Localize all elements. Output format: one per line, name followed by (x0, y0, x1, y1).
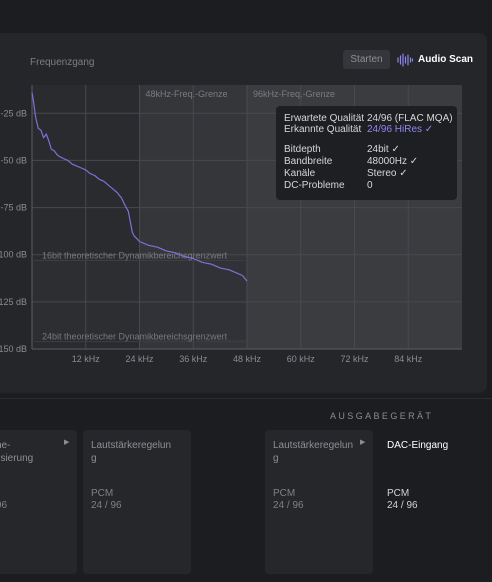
y-tick-label: -100 dB (0, 250, 27, 260)
frequency-response-line (31, 92, 248, 282)
bandwidth-label: Bandbreite (284, 156, 333, 167)
x-tick-label: 72 kHz (340, 354, 369, 364)
waveform-icon (397, 52, 413, 67)
dc-problems-label: DC-Probleme (284, 180, 345, 191)
y-tick-label: -125 dB (0, 297, 27, 307)
y-tick-label: -150 dB (0, 344, 27, 354)
y-tick-label: -25 dB (0, 108, 27, 118)
bitdepth-value: 24bit ✓ (367, 144, 400, 155)
card-format: PCM 24 / 96 (387, 488, 418, 511)
expected-quality-value: 24/96 (FLAC MQA) (367, 113, 453, 124)
x-tick-label: 36 kHz (179, 354, 208, 364)
bitdepth-row: Bitdepth 24bit ✓ (284, 144, 400, 156)
x-tick-label: 24 kHz (125, 354, 154, 364)
reference-line-label: 16bit theoretischer Dynamikbereichsgrenz… (42, 250, 228, 260)
chain-card-normalization[interactable]: ne- lisierung ▶ 96 (0, 430, 77, 574)
card-title: ne- lisierung (0, 440, 34, 464)
x-tick-label: 48 kHz (233, 354, 262, 364)
section-divider (0, 398, 492, 399)
detected-quality-label: Erkannte Qualität (284, 124, 362, 135)
chain-card-dac-input[interactable]: DAC-Eingang PCM 24 / 96 (379, 430, 487, 574)
zone-label: 96kHz-Freq.-Grenze (253, 89, 335, 99)
card-title: Lautstärkeregelun g (273, 440, 354, 464)
channels-label: Kanäle (284, 168, 316, 179)
x-tick-label: 60 kHz (287, 354, 316, 364)
panel-title: Frequenzgang (30, 57, 95, 68)
chain-card-volume-output[interactable]: Lautstärkeregelun g ▶ PCM 24 / 96 (265, 430, 373, 574)
chain-card-volume[interactable]: Lautstärkeregelun g PCM 24 / 96 (83, 430, 191, 574)
expected-quality-label: Erwartete Qualität (284, 113, 365, 124)
start-button[interactable]: Starten (343, 50, 390, 69)
card-format: PCM 24 / 96 (91, 488, 122, 511)
expected-quality-row: Erwartete Qualität 24/96 (FLAC MQA) (284, 113, 453, 125)
x-tick-label: 12 kHz (72, 354, 101, 364)
output-device-heading: AUSGABEGERÄT (330, 411, 434, 421)
x-tick-label: 84 kHz (394, 354, 423, 364)
y-tick-label: -75 dB (0, 203, 27, 213)
reference-line-label: 24bit theoretischer Dynamikbereichsgrenz… (42, 332, 228, 342)
detected-quality-row: Erkannte Qualität 24/96 HiRes ✓ (284, 124, 433, 136)
chevron-right-icon: ▶ (360, 439, 366, 446)
channels-value: Stereo ✓ (367, 168, 408, 179)
card-format: PCM 24 / 96 (273, 488, 304, 511)
chevron-right-icon: ▶ (64, 439, 70, 446)
detected-quality-value: 24/96 HiRes ✓ (367, 124, 434, 135)
audio-scan-button[interactable]: Audio Scan (397, 50, 473, 69)
frequency-chart: -25 dB -50 dB -75 dB -100 dB -125 dB -150 dB 1… (0, 85, 462, 364)
dc-problems-row: DC-Probleme 0 (284, 180, 373, 192)
y-tick-label: -50 dB (0, 155, 27, 165)
card-title: Lautstärkeregelun g (91, 440, 172, 464)
dc-problems-value: 0 (367, 180, 373, 191)
zone-label: 48kHz-Freq.-Grenze (146, 89, 228, 99)
bandwidth-row: Bandbreite 48000Hz ✓ (284, 156, 418, 168)
quality-info-box: Erwartete Qualität 24/96 (FLAC MQA) Erkan… (276, 106, 457, 200)
card-title: DAC-Eingang (387, 440, 449, 451)
card-format: 96 (0, 500, 8, 511)
bandwidth-value: 48000Hz ✓ (367, 156, 419, 167)
audio-scan-label: Audio Scan (418, 54, 474, 65)
channels-row: Kanäle Stereo ✓ (284, 168, 408, 180)
bitdepth-label: Bitdepth (284, 144, 321, 155)
